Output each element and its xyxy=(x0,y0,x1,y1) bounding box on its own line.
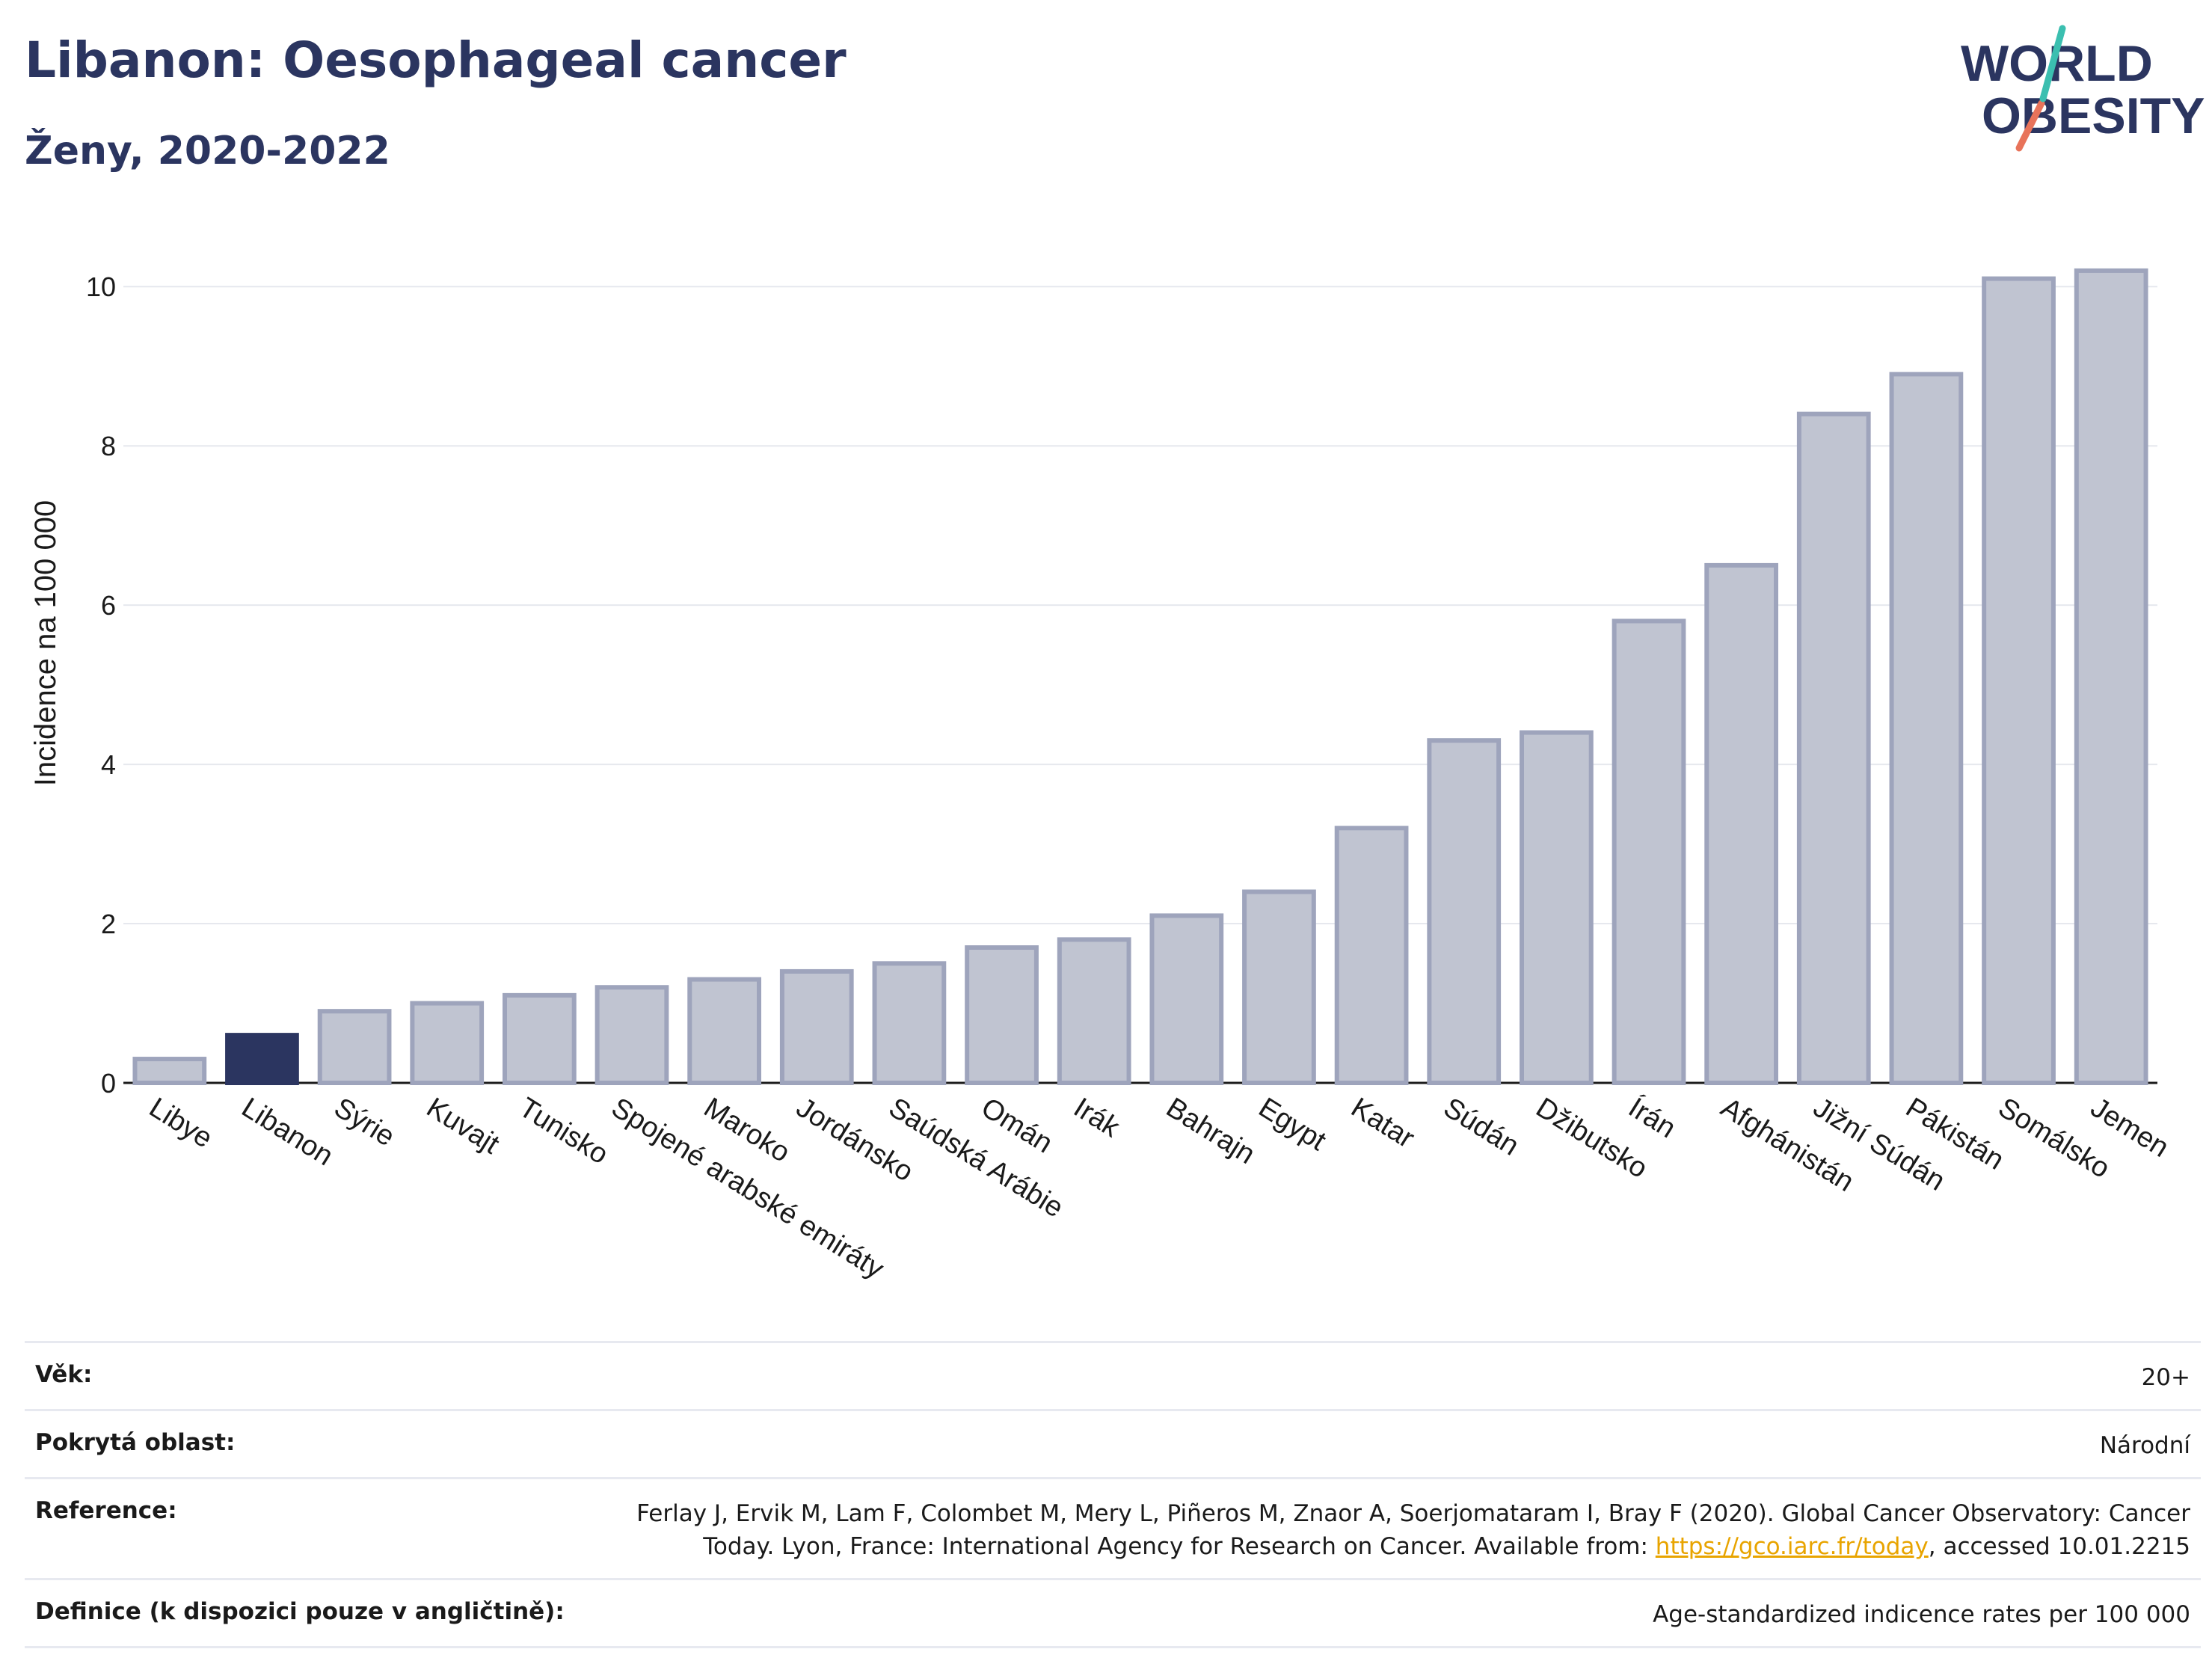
bar[interactable] xyxy=(1057,937,1131,1086)
meta-row-area: Pokrytá oblast: Národní xyxy=(25,1409,2201,1477)
x-tick-label: Tunisko xyxy=(514,1092,614,1170)
world-obesity-logo: WORLD OBESITY xyxy=(1961,25,2205,152)
x-tick-label: Katar xyxy=(1345,1092,1420,1155)
bar[interactable] xyxy=(503,992,577,1086)
x-tick-label: Bahrajn xyxy=(1161,1092,1260,1170)
bar[interactable] xyxy=(1427,738,1502,1086)
x-tick-label: Írán xyxy=(1623,1091,1681,1144)
x-tick-label: Súdán xyxy=(1438,1092,1524,1162)
y-tick-label: 0 xyxy=(101,1068,116,1099)
x-tick-label: Kuvajt xyxy=(421,1092,505,1161)
bar[interactable] xyxy=(1982,276,2056,1086)
bar[interactable] xyxy=(1796,411,1871,1085)
bar[interactable] xyxy=(1242,889,1316,1086)
x-tick-label: Libye xyxy=(144,1092,218,1155)
y-axis-label: Incidence na 100 000 xyxy=(29,500,62,787)
bar[interactable] xyxy=(317,1009,392,1085)
bar[interactable] xyxy=(2074,268,2148,1085)
bar[interactable] xyxy=(225,1033,299,1085)
bar[interactable] xyxy=(779,968,854,1086)
meta-row-age: Věk: 20+ xyxy=(25,1341,2201,1409)
bar[interactable] xyxy=(410,1001,485,1085)
y-tick-label: 4 xyxy=(101,749,116,780)
bar[interactable] xyxy=(1889,372,1964,1086)
metadata-table: Věk: 20+ Pokrytá oblast: Národní Referen… xyxy=(25,1341,2201,1648)
reference-link[interactable]: https://gco.iarc.fr/today xyxy=(1655,1533,1929,1560)
x-tick-label: Egypt xyxy=(1253,1092,1332,1157)
definition-label: Definice (k dispozici pouze v angličtině… xyxy=(35,1598,565,1625)
definition-value: Age-standardized indicence rates per 100… xyxy=(1653,1601,2190,1628)
y-tick-label: 8 xyxy=(101,431,116,461)
y-tick-label: 2 xyxy=(101,909,116,939)
bar[interactable] xyxy=(1612,618,1686,1085)
meta-row-reference: Reference: Ferlay J, Ervik M, Lam F, Col… xyxy=(25,1477,2201,1578)
reference-text: Ferlay J, Ervik M, Lam F, Colombet M, Me… xyxy=(636,1500,2190,1560)
logo-slash-coral xyxy=(2015,99,2045,152)
x-tick-label: Sýrie xyxy=(328,1092,400,1152)
reference-suffix: , accessed 10.01.2215 xyxy=(1928,1533,2190,1560)
bar[interactable] xyxy=(687,977,761,1085)
bar[interactable] xyxy=(1520,730,1594,1085)
bars xyxy=(132,268,2148,1086)
bar[interactable] xyxy=(1149,913,1224,1086)
reference-value: Ferlay J, Ervik M, Lam F, Colombet M, Me… xyxy=(597,1497,2190,1563)
bar[interactable] xyxy=(965,945,1039,1085)
x-tick-label: Irák xyxy=(1068,1092,1125,1144)
bar[interactable] xyxy=(1334,826,1409,1086)
logo-slash-teal xyxy=(2039,25,2066,102)
area-label: Pokrytá oblast: xyxy=(35,1429,236,1456)
logo-line-2: OBESITY xyxy=(1982,87,2205,144)
x-tick-label: Libanon xyxy=(236,1092,339,1172)
meta-row-definition: Definice (k dispozici pouze v angličtině… xyxy=(25,1578,2201,1648)
bar[interactable] xyxy=(595,985,669,1085)
bar[interactable] xyxy=(132,1057,207,1085)
y-tick-label: 10 xyxy=(86,271,116,302)
y-tick-label: 6 xyxy=(101,590,116,621)
bar[interactable] xyxy=(1704,562,1778,1085)
chart-title: Libanon: Oesophageal cancer xyxy=(25,31,847,89)
age-label: Věk: xyxy=(35,1361,93,1388)
reference-label: Reference: xyxy=(35,1497,177,1524)
bar[interactable] xyxy=(872,961,947,1086)
y-axis-ticks: 0 2 4 6 8 10 xyxy=(86,271,116,1099)
age-value: 20+ xyxy=(2141,1364,2190,1391)
area-value: Národní xyxy=(2099,1432,2190,1459)
chart-subtitle: Ženy, 2020-2022 xyxy=(25,129,390,174)
